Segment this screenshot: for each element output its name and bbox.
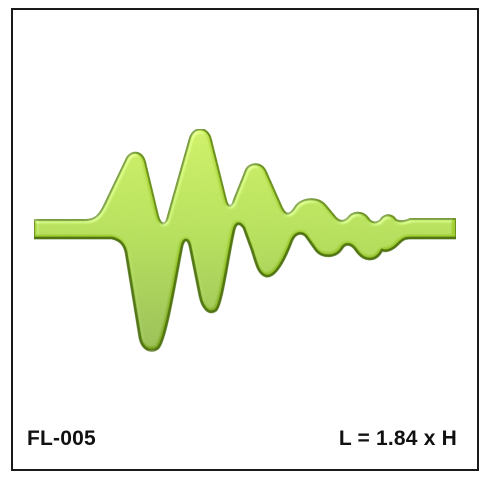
product-code: FL-005 — [27, 427, 96, 450]
length-ratio: L = 1.84 x H — [338, 427, 457, 450]
